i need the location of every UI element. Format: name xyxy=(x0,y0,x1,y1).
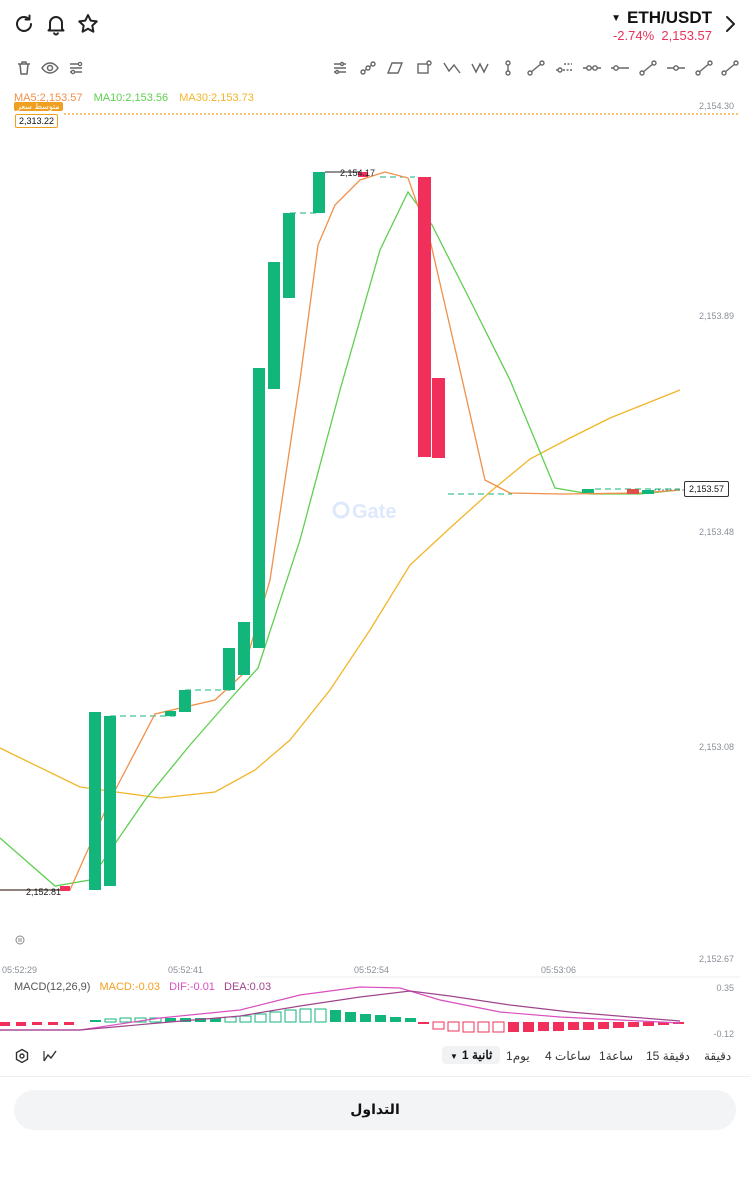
candle xyxy=(238,622,250,675)
trash-icon[interactable] xyxy=(14,58,34,78)
interval-item[interactable]: 1يوم xyxy=(506,1049,530,1063)
change-percent: -2.74% xyxy=(612,28,655,43)
interval-active[interactable]: ▼ 1 ثانية xyxy=(442,1046,501,1064)
macd-axis-bottom: -0.12 xyxy=(713,1029,734,1039)
macd-title: MACD(12,26,9) xyxy=(14,981,91,993)
time-axis-label: 05:52:41 xyxy=(168,965,204,975)
interval-item[interactable]: 1ساعة xyxy=(599,1049,633,1063)
candle xyxy=(418,177,431,457)
avg-price-tag: متوسط سعر xyxy=(14,102,63,111)
candle xyxy=(627,489,639,494)
interval-item[interactable]: 15 دقيقة xyxy=(646,1049,690,1063)
zigzag2-icon[interactable] xyxy=(471,62,489,74)
ma10-line xyxy=(0,190,681,887)
ma5-line xyxy=(0,171,681,891)
coin-icon xyxy=(15,935,25,945)
candles xyxy=(0,172,654,891)
drawing-tools xyxy=(334,60,739,76)
chevron-right-icon[interactable] xyxy=(724,12,738,36)
horizontal-dot-line-icon[interactable] xyxy=(611,65,629,71)
star-icon[interactable] xyxy=(76,12,100,36)
candle-open-guides xyxy=(110,176,680,717)
time-axis-label: 05:52:54 xyxy=(354,965,390,975)
interval-item[interactable]: دقيقة xyxy=(704,1049,732,1063)
ray-icon[interactable] xyxy=(639,60,657,76)
interval-item[interactable]: 4 ساعات xyxy=(545,1049,591,1063)
caret-down-icon: ▼ xyxy=(450,1052,458,1061)
price-axis-label: 2,152.67 xyxy=(698,954,734,964)
ma5-label: MA5:2,153.57 xyxy=(14,92,83,104)
macd-histogram xyxy=(0,1008,684,1033)
current-price-tag: 2,153.57 xyxy=(684,481,730,497)
candle xyxy=(223,648,235,690)
candle xyxy=(582,489,594,493)
candle xyxy=(104,716,116,886)
candle xyxy=(358,172,368,177)
interval-active-label: 1 ثانية xyxy=(461,1048,493,1062)
low-price-label: 2,152.81 xyxy=(26,887,61,897)
price-axis-label: 2,153.89 xyxy=(698,311,734,321)
gate-watermark: Gate xyxy=(332,501,396,523)
dif-value: DIF:-0.01 xyxy=(169,981,215,993)
watermark-text: Gate xyxy=(352,501,396,523)
diagonal-line2-icon[interactable] xyxy=(721,60,739,76)
eye-icon[interactable] xyxy=(40,58,60,78)
link-icon[interactable] xyxy=(360,61,376,75)
candle xyxy=(60,886,70,891)
macd-value: MACD:-0.03 xyxy=(99,981,161,993)
candlestick-chart[interactable]: Gate 2,154.17 2,152.81 xyxy=(0,0,750,1040)
candle xyxy=(165,711,176,716)
candle xyxy=(253,368,265,648)
diagonal-line-icon[interactable] xyxy=(527,60,545,76)
bell-icon[interactable] xyxy=(44,12,68,36)
high-price-label: 2,154.17 xyxy=(340,168,375,178)
candle xyxy=(89,712,101,890)
candle xyxy=(313,172,325,213)
layers-icon[interactable] xyxy=(66,58,86,78)
price-change: -2.74% 2,153.57 xyxy=(613,28,712,43)
candle xyxy=(642,490,654,494)
ma10-label: MA10:2,153.56 xyxy=(93,92,169,104)
macd-legend: MACD(12,26,9) MACD:-0.03 DIF:-0.01 DEA:0… xyxy=(14,981,277,993)
interval-bar: ▼ 1 ثانية 1يوم 4 ساعات 1ساعة 15 دقيقة دقي… xyxy=(0,1046,750,1068)
horizontal-ray-icon[interactable] xyxy=(556,63,572,73)
last-price: 2,153.57 xyxy=(661,28,712,43)
ma-legend: MA5:2,153.57 MA10:2,153.56 MA30:2,153.73 xyxy=(14,92,262,104)
horizontal-segment-icon[interactable] xyxy=(667,65,685,71)
candle xyxy=(179,690,191,712)
caret-down-icon: ▼ xyxy=(611,13,621,24)
settings-hex-icon[interactable] xyxy=(14,1048,30,1064)
horizontal-line-icon[interactable] xyxy=(583,65,601,71)
zigzag-icon[interactable] xyxy=(443,62,461,74)
macd-axis-top: 0.35 xyxy=(716,983,734,993)
price-axis-label: 2,153.48 xyxy=(698,527,734,537)
price-axis-label: 2,153.08 xyxy=(698,742,734,752)
price-axis-label: 2,154.30 xyxy=(698,101,734,111)
parallelogram-icon[interactable] xyxy=(386,62,404,74)
divider xyxy=(0,1076,750,1077)
ma30-label: MA30:2,153.73 xyxy=(179,92,254,104)
pair-name: ETH/USDT xyxy=(627,8,712,27)
indicator-icon[interactable] xyxy=(42,1048,58,1064)
candle xyxy=(432,378,445,458)
dif-line xyxy=(0,986,681,1031)
pair-selector[interactable]: ▼ ETH/USDT xyxy=(611,8,712,28)
candle xyxy=(283,213,295,298)
trade-button[interactable]: التداول xyxy=(14,1090,736,1130)
trend-line-icon[interactable] xyxy=(695,60,713,76)
square-node-icon[interactable] xyxy=(417,60,432,74)
time-axis-label: 05:53:06 xyxy=(541,965,577,975)
time-axis-label: 05:52:29 xyxy=(2,965,38,975)
ma30-line xyxy=(0,389,681,799)
refresh-icon[interactable] xyxy=(12,12,36,36)
dea-value: DEA:0.03 xyxy=(224,981,272,993)
vertical-nodes-icon[interactable] xyxy=(505,60,511,76)
avg-price-value: 2,313.22 xyxy=(15,114,59,128)
candle xyxy=(268,262,280,389)
settings-lines-icon[interactable] xyxy=(334,61,346,75)
dea-line xyxy=(0,990,681,1031)
